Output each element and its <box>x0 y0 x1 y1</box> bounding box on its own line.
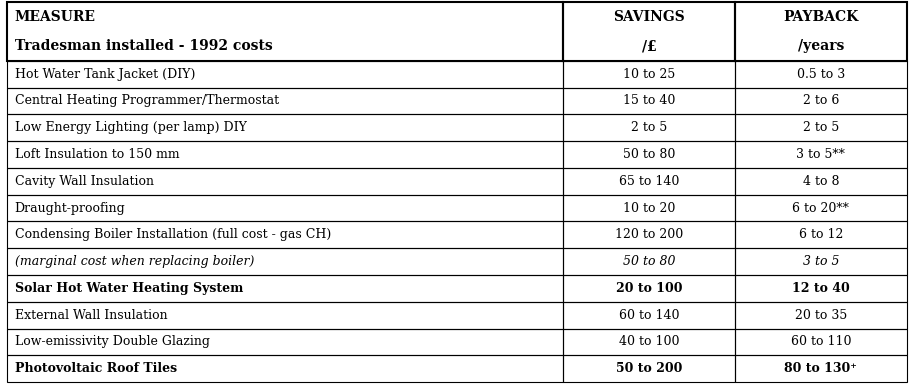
Text: Photovoltaic Roof Tiles: Photovoltaic Roof Tiles <box>15 362 176 375</box>
Text: SAVINGS: SAVINGS <box>613 10 685 24</box>
Bar <box>7 88 563 114</box>
Text: Condensing Boiler Installation (full cost - gas CH): Condensing Boiler Installation (full cos… <box>15 228 331 242</box>
Text: 3 to 5**: 3 to 5** <box>796 148 845 161</box>
Bar <box>735 114 907 141</box>
Bar <box>735 195 907 222</box>
Bar <box>7 195 563 222</box>
Bar <box>563 114 735 141</box>
Bar <box>735 141 907 168</box>
Text: (marginal cost when replacing boiler): (marginal cost when replacing boiler) <box>15 255 254 268</box>
Bar <box>7 302 563 329</box>
Bar <box>735 61 907 88</box>
Text: /£: /£ <box>642 39 656 53</box>
Text: Loft Insulation to 150 mm: Loft Insulation to 150 mm <box>15 148 179 161</box>
Bar <box>735 88 907 114</box>
Text: 4 to 8: 4 to 8 <box>802 175 839 188</box>
Bar <box>7 114 563 141</box>
Bar <box>7 222 563 248</box>
Bar <box>563 329 735 355</box>
Text: 3 to 5: 3 to 5 <box>802 255 839 268</box>
Text: Hot Water Tank Jacket (DIY): Hot Water Tank Jacket (DIY) <box>15 68 195 81</box>
Text: Central Heating Programmer/Thermostat: Central Heating Programmer/Thermostat <box>15 94 279 108</box>
Bar <box>735 222 907 248</box>
Bar <box>7 168 563 195</box>
Bar <box>7 2 563 61</box>
Bar <box>7 248 563 275</box>
Text: MEASURE: MEASURE <box>15 10 96 24</box>
Bar <box>563 88 735 114</box>
Text: 12 to 40: 12 to 40 <box>792 282 850 295</box>
Text: 60 to 110: 60 to 110 <box>791 336 851 348</box>
Text: Low Energy Lighting (per lamp) DIY: Low Energy Lighting (per lamp) DIY <box>15 121 247 134</box>
Text: 2 to 6: 2 to 6 <box>802 94 839 108</box>
Text: 50 to 80: 50 to 80 <box>622 148 675 161</box>
Text: 120 to 200: 120 to 200 <box>615 228 683 242</box>
Text: Solar Hot Water Heating System: Solar Hot Water Heating System <box>15 282 243 295</box>
Text: 2 to 5: 2 to 5 <box>802 121 839 134</box>
Bar <box>7 61 563 88</box>
Bar <box>7 355 563 382</box>
Bar <box>735 2 907 61</box>
Bar <box>735 302 907 329</box>
Text: Cavity Wall Insulation: Cavity Wall Insulation <box>15 175 154 188</box>
Bar <box>735 329 907 355</box>
Bar <box>735 355 907 382</box>
Text: 40 to 100: 40 to 100 <box>619 336 679 348</box>
Bar <box>563 355 735 382</box>
Bar <box>563 302 735 329</box>
Bar <box>7 141 563 168</box>
Text: 65 to 140: 65 to 140 <box>619 175 679 188</box>
Bar <box>735 248 907 275</box>
Bar <box>563 275 735 302</box>
Bar <box>7 329 563 355</box>
Text: 80 to 130⁺: 80 to 130⁺ <box>784 362 857 375</box>
Text: 20 to 35: 20 to 35 <box>794 309 847 322</box>
Text: 50 to 200: 50 to 200 <box>616 362 682 375</box>
Text: Draught-proofing: Draught-proofing <box>15 202 125 215</box>
Bar <box>563 168 735 195</box>
Text: 6 to 20**: 6 to 20** <box>792 202 849 215</box>
Text: /years: /years <box>798 39 844 53</box>
Bar <box>563 248 735 275</box>
Text: Tradesman installed - 1992 costs: Tradesman installed - 1992 costs <box>15 39 272 53</box>
Bar <box>563 61 735 88</box>
Text: External Wall Insulation: External Wall Insulation <box>15 309 167 322</box>
Bar <box>735 275 907 302</box>
Text: PAYBACK: PAYBACK <box>783 10 858 24</box>
Bar <box>563 2 735 61</box>
Text: 10 to 20: 10 to 20 <box>622 202 675 215</box>
Bar <box>7 275 563 302</box>
Text: 2 to 5: 2 to 5 <box>631 121 667 134</box>
Bar <box>563 222 735 248</box>
Text: 60 to 140: 60 to 140 <box>619 309 679 322</box>
Text: 20 to 100: 20 to 100 <box>616 282 682 295</box>
Text: 15 to 40: 15 to 40 <box>622 94 675 108</box>
Text: Low-emissivity Double Glazing: Low-emissivity Double Glazing <box>15 336 209 348</box>
Bar <box>735 168 907 195</box>
Bar <box>563 141 735 168</box>
Text: 0.5 to 3: 0.5 to 3 <box>797 68 845 81</box>
Text: 10 to 25: 10 to 25 <box>623 68 675 81</box>
Text: 6 to 12: 6 to 12 <box>799 228 843 242</box>
Bar <box>563 195 735 222</box>
Text: 50 to 80: 50 to 80 <box>622 255 675 268</box>
